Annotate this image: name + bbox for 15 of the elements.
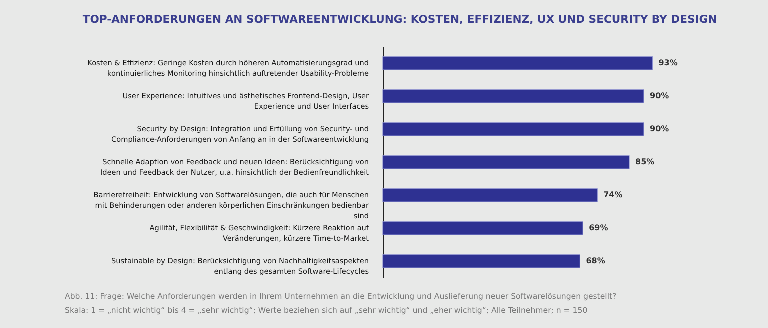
data-label: 69% bbox=[589, 224, 608, 232]
data-label: 68% bbox=[586, 256, 606, 266]
bar bbox=[382, 56, 653, 70]
bar bbox=[382, 188, 598, 202]
data-label: 90% bbox=[650, 92, 670, 100]
data-label: 90% bbox=[650, 124, 670, 134]
bar bbox=[382, 156, 630, 170]
data-label: 74% bbox=[604, 190, 623, 200]
bar bbox=[382, 222, 584, 236]
bar bbox=[382, 254, 580, 268]
bar bbox=[382, 90, 644, 104]
bar bbox=[382, 122, 644, 136]
data-label: 93% bbox=[658, 58, 678, 68]
data-label: 85% bbox=[636, 158, 655, 166]
chart-title: TOP-ANFORDERUNGEN AN SOFTWAREENTWICKLUNG: KOSTEN, EFFIZIENZ, UX UND SECURITY BY DESIGN bbox=[82, 13, 718, 26]
